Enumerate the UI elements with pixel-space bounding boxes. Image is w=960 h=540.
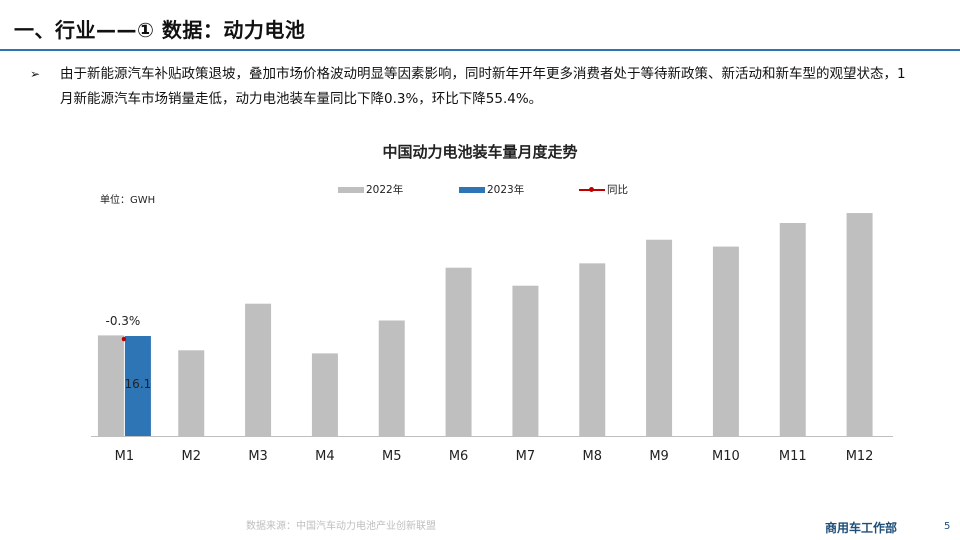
bullet-paragraph: ➢ 由于新能源汽车补贴政策退坡，叠加市场价格波动明显等因素影响，同时新年开年更多… <box>30 62 910 112</box>
x-tick-label-m11: M11 <box>779 449 807 464</box>
legend-swatch-2023 <box>459 187 485 193</box>
data-source: 数据来源：中国汽车动力电池产业创新联盟 <box>246 521 436 532</box>
bar-2022-m5 <box>378 320 405 436</box>
legend-label-2022: 2022年 <box>366 184 404 196</box>
legend-item-yoy: 同比 <box>579 182 628 197</box>
arrow-bullet-icon: ➢ <box>30 67 41 81</box>
title-rule <box>0 49 960 51</box>
data-label-2023-m1: 16.1 <box>125 377 152 391</box>
bar-2022-m9 <box>646 239 673 436</box>
bar-2022-m11 <box>779 222 806 436</box>
x-tick-label-m10: M10 <box>712 449 740 464</box>
x-tick-label-m3: M3 <box>248 449 268 464</box>
bar-2022-m10 <box>712 246 739 436</box>
chart-title: 中国动力电池装车量月度走势 <box>382 143 578 161</box>
data-label-yoy-m1: -0.3% <box>106 314 141 328</box>
x-tick-label-m8: M8 <box>583 449 603 464</box>
bar-2022-m6 <box>445 267 472 436</box>
x-tick-label-m7: M7 <box>516 449 536 464</box>
legend-item-2023: 2023年 <box>459 182 524 197</box>
bar-2022-m7 <box>512 285 539 436</box>
legend-item-2022: 2022年 <box>338 182 403 197</box>
slide-title: 一、行业——① 数据：动力电池 <box>14 18 306 42</box>
page-number: 5 <box>944 521 951 532</box>
legend-label-yoy: 同比 <box>607 184 628 196</box>
bullet-text: 由于新能源汽车补贴政策退坡，叠加市场价格波动明显等因素影响，同时新年开年更多消费… <box>60 66 906 107</box>
x-tick-label-m9: M9 <box>649 449 669 464</box>
x-tick-label-m12: M12 <box>846 449 874 464</box>
bar-2022-m12 <box>846 213 873 436</box>
unit-label: 单位：GWH <box>100 195 156 206</box>
bar-2023-m1 <box>124 336 151 436</box>
legend-label-2023: 2023年 <box>487 184 525 196</box>
bar-2022-m2 <box>178 350 205 436</box>
legend-swatch-2022 <box>338 187 364 193</box>
x-tick-label-m5: M5 <box>382 449 402 464</box>
department-label: 商用车工作部 <box>825 521 898 535</box>
bar-2022-m1 <box>97 335 124 436</box>
bar-2022-m8 <box>579 263 606 436</box>
legend-swatch-yoy <box>579 187 605 192</box>
bar-2022-m4 <box>311 353 338 436</box>
x-tick-label-m2: M2 <box>182 449 202 464</box>
x-tick-label-m6: M6 <box>449 449 469 464</box>
x-tick-label-m4: M4 <box>315 449 335 464</box>
yoy-point-m1 <box>121 336 127 342</box>
x-tick-label-m1: M1 <box>115 449 135 464</box>
bar-2022-m3 <box>245 303 272 436</box>
